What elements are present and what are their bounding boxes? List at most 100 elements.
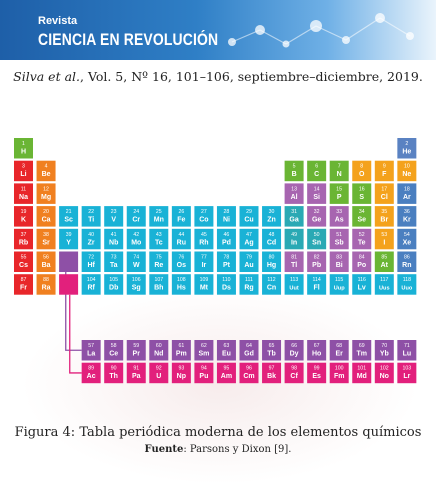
- element-cell-bg: [374, 362, 394, 384]
- element-cell-Cu: 29 Cu: [239, 206, 259, 227]
- element-cell-bg: [194, 251, 214, 272]
- element-cell-bg: [397, 362, 417, 384]
- atomic-number: 94: [201, 366, 207, 372]
- source-text: : Parsons y Dixon [9].: [183, 444, 292, 455]
- atomic-number: 24: [133, 209, 139, 215]
- element-cell-bg: [171, 274, 191, 295]
- element-cell-Sc: 21 Sc: [59, 206, 79, 227]
- element-symbol: Nd: [154, 351, 163, 358]
- element-cell-Dy: 66 Dy: [284, 340, 304, 361]
- element-cell-bg: [397, 183, 417, 204]
- element-cell-bg: [284, 251, 304, 272]
- element-cell-bg: [194, 228, 214, 250]
- element-cell-Nd: 60 Nd: [149, 340, 169, 361]
- element-symbol: Sr: [42, 239, 50, 246]
- element-cell-bg: [397, 274, 417, 295]
- element-cell-bg: [149, 274, 169, 295]
- element-cell-P: 15 P: [329, 183, 349, 204]
- element-cell-bg: [81, 206, 101, 227]
- atomic-number: 56: [43, 255, 49, 261]
- element-symbol: Ir: [202, 262, 207, 269]
- element-cell-bg: [352, 251, 372, 272]
- atomic-number: 34: [359, 209, 365, 215]
- element-cell-bg: [149, 340, 169, 361]
- element-cell-Uup: 115 Uup: [329, 274, 349, 295]
- element-cell-C: 6C: [307, 160, 327, 182]
- element-symbol: Hs: [177, 285, 186, 292]
- atomic-number: 63: [224, 343, 230, 349]
- atomic-number: 72: [88, 255, 94, 261]
- journal-name-line2: CIENCIA EN REVOLUCIÓN: [38, 30, 219, 49]
- element-cell-bg: [329, 362, 349, 384]
- element-symbol: V: [111, 217, 116, 224]
- atomic-number: 110: [222, 277, 230, 283]
- element-cell-bg: [352, 206, 372, 227]
- atomic-number: 23: [111, 209, 117, 215]
- atomic-number: 104: [87, 277, 96, 283]
- atomic-number: 81: [291, 255, 297, 261]
- element-symbol: Tb: [267, 351, 276, 358]
- atomic-number: 115: [335, 277, 343, 283]
- element-symbol: Db: [109, 285, 118, 292]
- element-cell-bg: [14, 183, 33, 204]
- atomic-number: 51: [336, 232, 342, 238]
- element-symbol: Pm: [176, 351, 187, 358]
- element-cell-bg: [329, 160, 349, 182]
- element-symbol: Rh: [199, 239, 208, 246]
- element-cell-bg: [149, 251, 169, 272]
- element-cell-bg: [36, 251, 56, 272]
- atomic-number: 26: [178, 209, 184, 215]
- element-cell-bg: [126, 362, 146, 384]
- element-symbol: Be: [42, 171, 51, 178]
- atomic-number: 2: [405, 141, 408, 147]
- element-symbol: Er: [335, 351, 343, 358]
- element-cell-bg: [374, 228, 394, 250]
- atomic-number: 3: [22, 164, 25, 170]
- element-symbol: Pr: [133, 351, 141, 358]
- atomic-number: 101: [357, 366, 366, 372]
- element-cell-bg: [171, 340, 191, 361]
- element-cell-bg: [126, 206, 146, 227]
- element-cell-bg: [239, 228, 259, 250]
- element-cell-bg: [104, 274, 124, 295]
- element-cell-bg: [194, 206, 214, 227]
- element-cell-bg: [397, 251, 417, 272]
- atomic-number: 9: [383, 164, 386, 170]
- atomic-number: 49: [291, 232, 297, 238]
- atomic-number: 86: [404, 255, 410, 261]
- element-cell-bg: [352, 340, 372, 361]
- atomic-number: 27: [201, 209, 207, 215]
- element-cell-bg: [59, 228, 79, 250]
- element-cell-bg: [284, 274, 304, 295]
- atomic-number: 87: [21, 277, 27, 283]
- atomic-number: 57: [88, 343, 94, 349]
- element-symbol: Rn: [402, 262, 411, 269]
- element-cell-U: 92U: [149, 362, 169, 384]
- element-symbol: Sm: [198, 351, 209, 358]
- element-symbol: Md: [357, 373, 367, 380]
- element-cell-bg: [284, 183, 304, 204]
- element-cell-bg: [239, 340, 259, 361]
- element-symbol: Uuo: [401, 286, 412, 292]
- element-cell-bg: [262, 251, 282, 272]
- element-cell-Li: 3Li: [14, 160, 33, 182]
- element-cell-Y: 39Y: [59, 228, 79, 250]
- citation-details: , Vol. 5, Nº 16, 101–106, septiembre–dic…: [80, 69, 423, 84]
- element-symbol: Th: [109, 373, 118, 380]
- element-cell-Mn: 25 Mn: [149, 206, 169, 227]
- element-symbol: La: [87, 351, 95, 358]
- element-cell-bg: [104, 251, 124, 272]
- element-cell-bg: [397, 340, 417, 361]
- atomic-number: 89: [88, 366, 94, 372]
- element-symbol: Mo: [131, 239, 141, 246]
- element-symbol: Sb: [335, 239, 344, 246]
- element-cell-Ga: 31 Ga: [284, 206, 304, 227]
- atomic-number: 109: [200, 277, 209, 283]
